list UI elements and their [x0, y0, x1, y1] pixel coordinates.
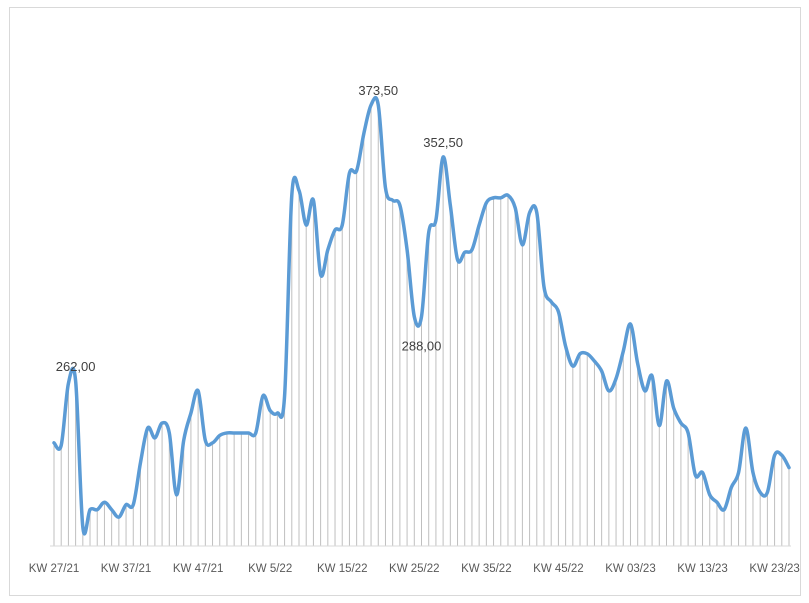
x-axis-tick-labels: KW 27/21 KW 37/21 KW 47/21 KW 5/22 KW 15/22 K… — [29, 563, 800, 575]
x-tick-label: KW 37/21 — [101, 563, 152, 575]
data-label: 288,00 — [402, 339, 442, 354]
x-tick-label: KW 5/22 — [248, 563, 292, 575]
x-tick-label: KW 35/22 — [461, 563, 512, 575]
x-tick-label: KW 45/22 — [533, 563, 584, 575]
x-tick-label: KW 03/23 — [605, 563, 656, 575]
x-tick-label: KW 23/23 — [749, 563, 800, 575]
drop-lines — [53, 105, 790, 546]
data-label: 352,50 — [423, 135, 463, 150]
x-tick-label: KW 15/22 — [317, 563, 368, 575]
x-tick-label: KW 47/21 — [173, 563, 224, 575]
chart-frame — [9, 7, 801, 596]
series-line — [52, 95, 791, 536]
data-label: 373,50 — [358, 83, 398, 98]
data-label: 262,00 — [56, 359, 96, 374]
x-tick-label: KW 27/21 — [29, 563, 80, 575]
x-tick-label: KW 13/23 — [677, 563, 728, 575]
x-tick-label: KW 25/22 — [389, 563, 440, 575]
